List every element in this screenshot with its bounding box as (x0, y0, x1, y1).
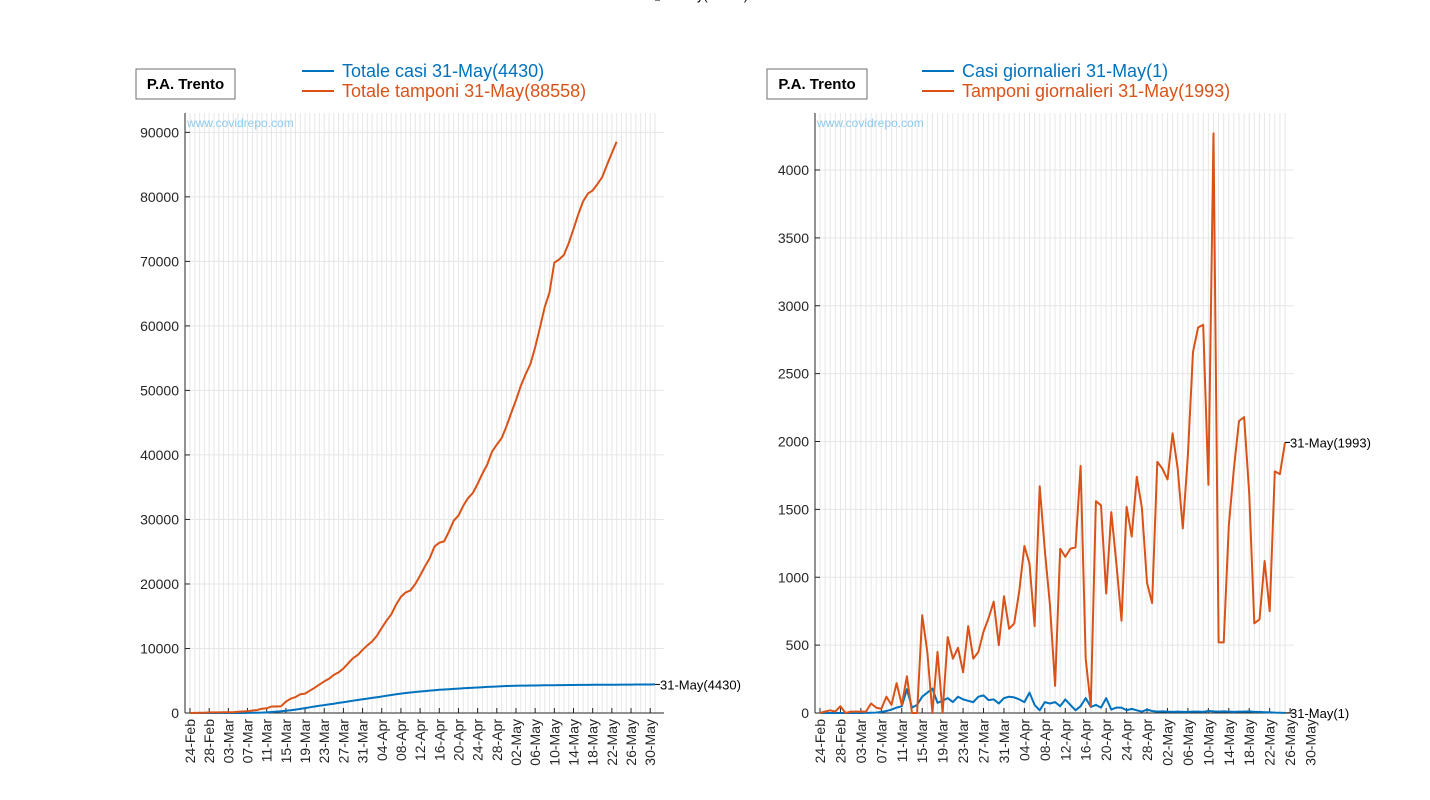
y-tick-labels: 0 10000 20000 30000 40000 50000 60000 70000 8000… (140, 124, 179, 721)
y-tick-label: 20000 (140, 576, 179, 592)
y-tick-label: 3500 (778, 230, 809, 246)
x-tick-label: 14-May (566, 719, 582, 766)
region-label-box (766, 68, 868, 100)
x-tick-label: 16-Apr (431, 719, 447, 761)
x-tick-label: 19-Mar (935, 719, 951, 764)
x-tick-label: 18-May (1241, 719, 1257, 766)
x-tick-label: 15-Mar (914, 719, 930, 764)
y-tick-label: 1000 (778, 569, 809, 585)
x-tick-label: 28-Apr (489, 719, 505, 761)
legend: Casi giornalieri 31-May(1)Tamponi giorna… (922, 61, 1230, 101)
x-tick-label: 08-Apr (393, 719, 409, 761)
region-label: P.A. Trento (778, 76, 855, 93)
y-tick-label: 0 (801, 705, 809, 721)
x-tick-labels: 24-Feb 28-Feb 03-Mar 07-Mar 11-Mar 15-Mar 19-M… (812, 719, 1319, 766)
x-tick-label: 26-May (1282, 719, 1298, 766)
x-tick-label: 24-Feb (812, 719, 828, 764)
y-tick-labels: 0 500 1000 1500 2000 2500 3000 3500 4000 (778, 162, 809, 721)
x-tick-label: 27-Mar (976, 719, 992, 764)
x-tick-label: 23-Mar (316, 719, 332, 764)
x-tick-label: 07-Mar (873, 719, 889, 764)
x-tick-label: 22-May (604, 719, 620, 766)
series-line-1 (819, 132, 1286, 714)
x-tick-label: 24-Apr (1119, 719, 1135, 761)
series-line-0 (190, 683, 656, 714)
grid (185, 113, 664, 714)
x-tick-label: 06-May (1180, 719, 1196, 766)
legend-entry: Casi giornalieri 31-May(1) (962, 61, 1168, 81)
y-tick-label: 1500 (778, 501, 809, 517)
x-tick-label: 31-Mar (996, 719, 1012, 764)
x-tick-label: 30-May (1303, 719, 1319, 766)
end-label-1: 31-May(1993) (1290, 435, 1371, 450)
x-tick-label: 30-May (642, 719, 658, 766)
series-line-1 (189, 141, 618, 714)
end-label-0: 31-May(1) (1290, 706, 1349, 721)
legend: Totale casi 31-May(4430)Totale tamponi 3… (302, 61, 586, 101)
x-tick-label: 04-Apr (1016, 719, 1032, 761)
legend-entry: Totale tamponi 31-May(88558) (342, 81, 586, 101)
x-tick-label: 23-Mar (955, 719, 971, 764)
watermark: www.covidrepo.com (186, 116, 294, 130)
x-tick-label: 24-Apr (470, 719, 486, 761)
x-tick-label: 12-Apr (1057, 719, 1073, 761)
x-tick-label: 06-May (527, 719, 543, 766)
series-line-0 (820, 687, 1286, 714)
y-tick-label: 50000 (140, 382, 179, 398)
x-tick-label: 03-Mar (220, 719, 236, 764)
left-chart-panel: 0 10000 20000 30000 40000 50000 60000 70000 8000… (135, 0, 748, 766)
end-label-0: 31-May(4430) (660, 677, 741, 692)
y-tick-label: 90000 (140, 124, 179, 140)
y-tick-label: 2000 (778, 434, 809, 450)
x-tick-label: 14-May (1221, 719, 1237, 766)
x-tick-label: 02-May (1159, 719, 1175, 766)
x-tick-label: 20-Apr (1098, 719, 1114, 761)
x-tick-label: 26-May (623, 719, 639, 766)
legend-entry: Tamponi giornalieri 31-May(1993) (962, 81, 1230, 101)
x-tick-label: 02-May (508, 719, 524, 766)
grid (815, 113, 1294, 714)
y-tick-label: 70000 (140, 253, 179, 269)
x-tick-label: 28-Apr (1139, 719, 1155, 761)
x-tick-label: 04-Apr (374, 719, 390, 761)
x-tick-label: 11-Mar (894, 719, 910, 763)
x-tick-label: 18-May (585, 719, 601, 766)
y-tick-label: 2500 (778, 366, 809, 382)
x-tick-label: 22-May (1262, 719, 1278, 766)
x-tick-label: 07-Mar (240, 719, 256, 764)
x-tick-label: 10-May (1200, 719, 1216, 766)
x-tick-label: 16-Apr (1078, 719, 1094, 761)
watermark: www.covidrepo.com (816, 116, 924, 130)
x-tick-labels: 24-Feb 28-Feb 03-Mar 07-Mar 11-Mar 15-Mar 19-M… (182, 719, 658, 766)
x-tick-label: 28-Feb (832, 719, 848, 764)
x-tick-label: 03-Mar (853, 719, 869, 764)
region-label-box (135, 68, 236, 100)
x-tick-label: 24-Feb (182, 719, 198, 764)
x-tick-label: 12-Apr (412, 719, 428, 761)
y-tick-label: 30000 (140, 511, 179, 527)
legend-entry: Totale casi 31-May(4430) (342, 61, 544, 81)
end-label-1: 31-May(88558) (660, 0, 748, 3)
x-tick-label: 19-Mar (297, 719, 313, 764)
y-tick-label: 500 (786, 637, 810, 653)
y-tick-label: 40000 (140, 447, 179, 463)
x-tick-label: 11-Mar (259, 719, 275, 763)
y-tick-label: 4000 (778, 162, 809, 178)
y-tick-label: 3000 (778, 298, 809, 314)
x-tick-label: 31-Mar (355, 719, 371, 764)
x-tick-label: 08-Apr (1037, 719, 1053, 761)
region-label: P.A. Trento (147, 76, 224, 93)
x-tick-label: 27-Mar (335, 719, 351, 764)
x-tick-label: 28-Feb (201, 719, 217, 764)
y-tick-label: 10000 (140, 640, 179, 656)
x-tick-label: 15-Mar (278, 719, 294, 764)
x-tick-label: 10-May (546, 719, 562, 766)
y-tick-label: 60000 (140, 318, 179, 334)
y-tick-label: 0 (171, 705, 179, 721)
y-tick-label: 80000 (140, 189, 179, 205)
x-tick-label: 20-Apr (450, 719, 466, 761)
